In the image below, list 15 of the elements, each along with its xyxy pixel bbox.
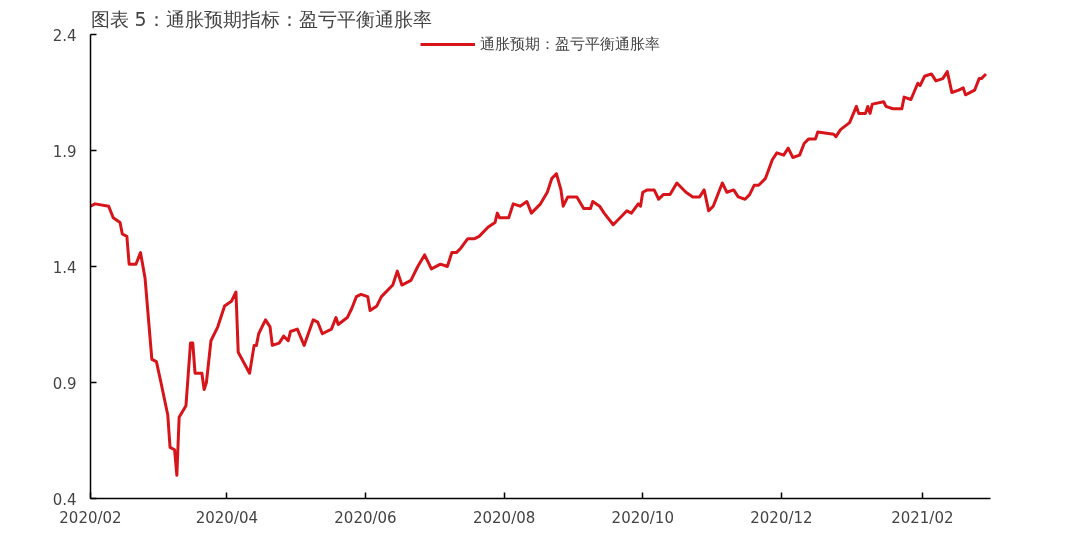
y-tick-label: 2.4 <box>52 26 77 45</box>
line-series <box>90 70 988 477</box>
x-tick-label: 2020/10 <box>611 508 674 527</box>
x-tick-label: 2020/08 <box>472 508 536 527</box>
y-tick-label: 0.9 <box>52 374 77 393</box>
x-tick-label: 2020/06 <box>334 508 397 527</box>
x-tick-label: 2020/02 <box>59 508 122 527</box>
x-tick-label: 2020/12 <box>750 508 813 527</box>
y-tick-label: 0.4 <box>52 490 77 509</box>
x-tick-label: 2021/02 <box>891 508 954 527</box>
legend-label: 通胀预期：盈亏平衡通胀率 <box>480 34 660 54</box>
y-tick-label: 1.4 <box>52 258 77 277</box>
chart-title: 图表 5：通胀预期指标：盈亏平衡通胀率 <box>90 7 432 30</box>
y-tick-label: 1.9 <box>52 142 77 161</box>
x-tick-label: 2020/04 <box>195 508 259 527</box>
